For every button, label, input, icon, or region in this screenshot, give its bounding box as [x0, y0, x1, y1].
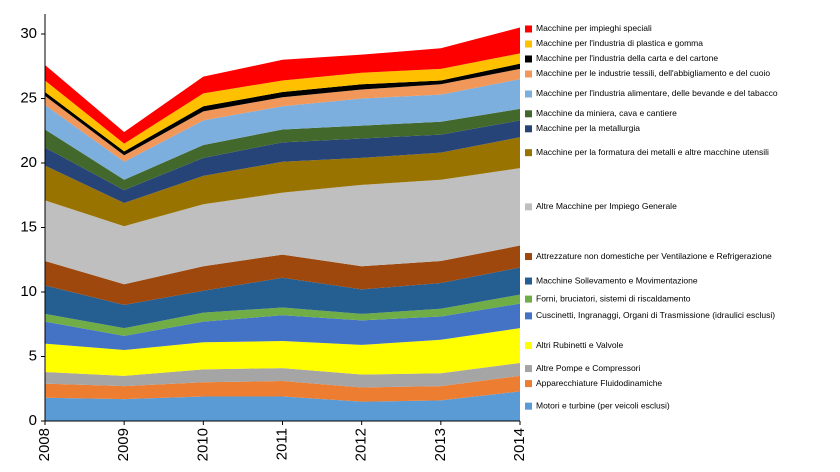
area — [45, 68, 520, 162]
legend-swatch — [525, 253, 532, 261]
legend-label: Macchine per le industrie tessili, dell'… — [536, 68, 770, 78]
area — [45, 294, 520, 336]
legend-swatch — [525, 203, 532, 211]
legend-swatch — [525, 55, 532, 63]
y-tick-label: 5 — [29, 347, 37, 364]
legend-label: Attrezzature non domestiche per Ventilaz… — [536, 251, 772, 261]
y-tick-label: 0 — [29, 412, 37, 429]
legend-swatch — [525, 25, 532, 33]
legend-label: Motori e turbine (per veicoli esclusi) — [536, 400, 670, 410]
legend-swatch — [525, 380, 532, 388]
area — [45, 328, 520, 376]
x-tick-label: 2010 — [194, 428, 211, 461]
area — [45, 375, 520, 402]
legend-label: Macchine per l'industria della carta e d… — [536, 53, 718, 63]
x-tick-label: 2012 — [353, 428, 370, 461]
x-tick-label: 2011 — [273, 428, 290, 460]
x-tick-label: 2009 — [115, 428, 132, 461]
y-tick-label: 15 — [20, 218, 37, 235]
legend-swatch — [525, 125, 532, 133]
legend-swatch — [525, 149, 532, 157]
legend-swatch — [525, 40, 532, 48]
y-tick-label: 25 — [20, 89, 37, 106]
area — [45, 267, 520, 329]
legend-label: Macchine per la metallurgia — [536, 123, 640, 133]
area — [45, 63, 520, 156]
area — [45, 79, 520, 180]
x-tick-label: 2014 — [511, 428, 528, 461]
legend-swatch — [525, 342, 532, 350]
legend-swatch — [525, 312, 532, 320]
legend-swatch — [525, 110, 532, 118]
x-tick-label: 2013 — [432, 428, 449, 461]
legend-swatch — [525, 70, 532, 78]
legend-swatch — [525, 277, 532, 285]
legend-label: Macchine Sollevamento e Movimentazione — [536, 275, 698, 285]
legend-label: Macchine per impieghi speciali — [536, 23, 652, 33]
y-tick-label: 20 — [20, 154, 37, 171]
area — [45, 120, 520, 203]
area — [45, 168, 520, 285]
area — [45, 53, 520, 152]
area — [45, 27, 520, 144]
area — [45, 245, 520, 305]
x-tick-label: 2008 — [36, 428, 53, 461]
legend-label: Altre Pompe e Compressori — [536, 363, 641, 373]
area — [45, 362, 520, 388]
legend-swatch — [525, 90, 532, 98]
area — [45, 137, 520, 227]
area — [45, 303, 520, 351]
legend-label: Macchine per l'industria di plastica e g… — [536, 38, 703, 48]
legend-label: Macchine per la formatura dei metalli e … — [536, 147, 769, 157]
legend-label: Macchine da miniera, cava e cantiere — [536, 108, 677, 118]
y-tick-label: 10 — [20, 283, 37, 300]
legend-label: Cuscinetti, Ingranaggi, Organi di Trasmi… — [536, 310, 775, 320]
legend-label: Altre Macchine per Impiego Generale — [536, 201, 677, 211]
legend-label: Apparecchiature Fluidodinamiche — [536, 378, 662, 388]
legend-label: Macchine per l'industria alimentare, del… — [536, 88, 778, 98]
legend-swatch — [525, 402, 532, 410]
legend-swatch — [525, 295, 532, 303]
y-tick-label: 30 — [20, 25, 37, 42]
area — [45, 391, 520, 421]
legend-label: Altri Rubinetti e Valvole — [536, 340, 624, 350]
legend-label: Forni, bruciatori, sistemi di riscaldame… — [536, 293, 691, 303]
area — [45, 108, 520, 191]
legend-swatch — [525, 365, 532, 373]
